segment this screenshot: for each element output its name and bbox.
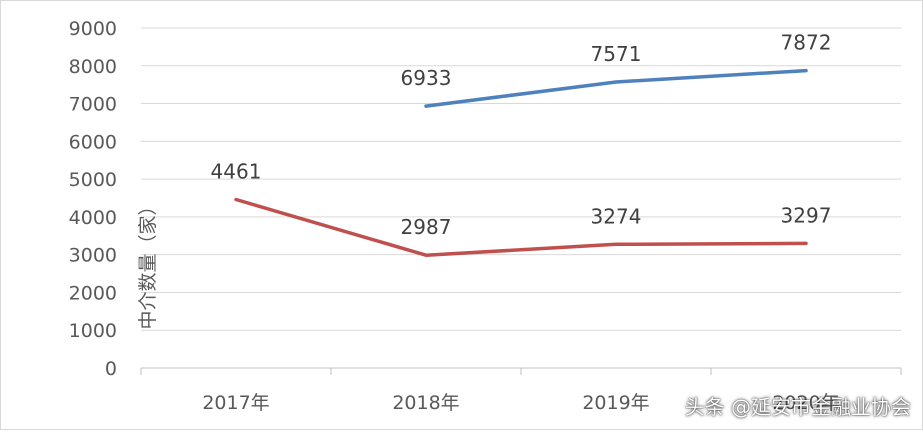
data-label: 6933 bbox=[401, 66, 452, 90]
x-tick-label: 2019年 bbox=[582, 392, 649, 414]
watermark: 头条 @延安市金融业协会 bbox=[684, 395, 911, 419]
y-tick-label: 8000 bbox=[69, 56, 117, 78]
x-tick-label: 2017年 bbox=[202, 392, 269, 414]
y-tick-label: 0 bbox=[105, 358, 117, 380]
data-label: 7872 bbox=[781, 31, 832, 55]
y-tick-label: 6000 bbox=[69, 131, 117, 153]
y-tick-label: 3000 bbox=[69, 245, 117, 267]
data-label: 2987 bbox=[401, 215, 452, 239]
y-tick-label: 4000 bbox=[69, 207, 117, 229]
y-tick-label: 2000 bbox=[69, 282, 117, 304]
y-tick-label: 5000 bbox=[69, 169, 117, 191]
data-label: 3297 bbox=[781, 203, 832, 227]
y-axis-label: 中介数量（家） bbox=[137, 196, 159, 329]
x-tick-label: 2020年 bbox=[772, 392, 839, 414]
series-line-1 bbox=[234, 197, 808, 257]
data-label: 3274 bbox=[591, 204, 642, 228]
y-tick-label: 9000 bbox=[69, 18, 117, 40]
data-label: 4461 bbox=[211, 159, 262, 183]
y-tick-label: 7000 bbox=[69, 94, 117, 116]
y-tick-label: 1000 bbox=[69, 320, 117, 342]
data-label: 7571 bbox=[591, 42, 642, 66]
series-line-0 bbox=[424, 68, 808, 108]
x-tick-label: 2018年 bbox=[392, 392, 459, 414]
